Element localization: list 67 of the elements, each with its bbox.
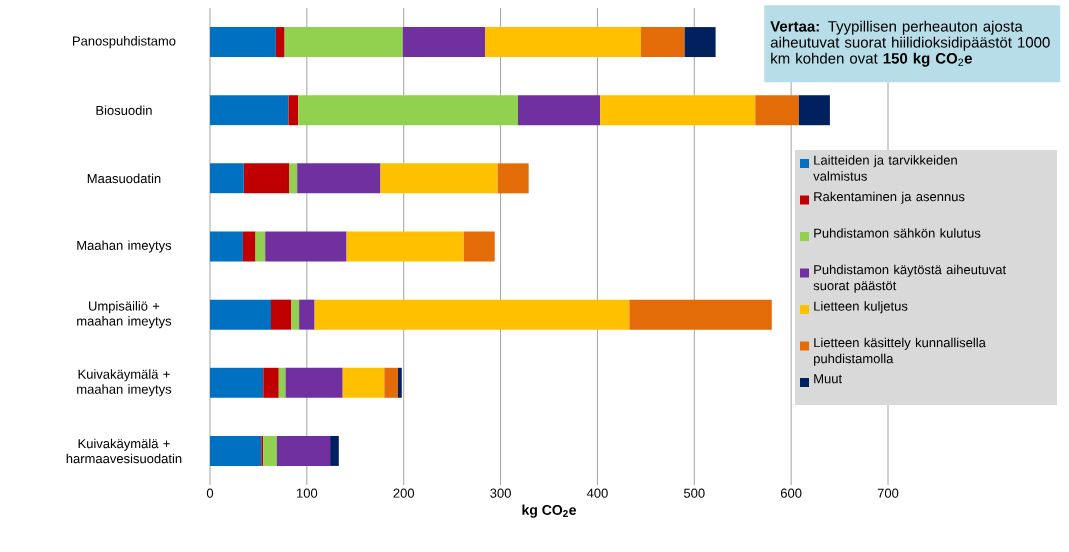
bar	[289, 163, 298, 194]
bar	[600, 95, 756, 126]
bar	[210, 95, 289, 126]
x-tick-label: 200	[393, 488, 415, 498]
legend-label: Muut	[814, 374, 843, 384]
y-tick-label: Kuivakäymälä + maahan imeytys	[77, 369, 172, 397]
bar	[798, 95, 830, 126]
bar	[243, 163, 290, 194]
bar	[210, 231, 243, 262]
bar	[210, 367, 264, 398]
bar	[402, 27, 486, 58]
x-tick-label: 300	[490, 488, 511, 498]
bar	[298, 95, 519, 126]
bar	[485, 27, 642, 58]
bar	[265, 231, 347, 262]
bar	[291, 299, 300, 330]
bar	[271, 299, 292, 330]
legend-label: Puhdistamon sähkön kulutus	[814, 228, 981, 238]
legend-label: Laitteiden ja tarvikkeiden valmistus	[813, 155, 957, 181]
bar	[755, 95, 799, 126]
y-tick-label: Maasuodatin	[87, 173, 161, 184]
y-tick-label: Kuivakäymälä + harmaavesisuodatin	[66, 438, 182, 464]
bar	[384, 367, 398, 398]
bar	[210, 163, 244, 194]
x-axis-title: kg CO$_{2}$e	[522, 504, 577, 518]
bar	[314, 299, 630, 330]
bar	[242, 231, 256, 262]
bar	[346, 231, 464, 262]
y-tick-label: Maahan imeytys	[77, 240, 172, 253]
legend-label: Lietteen kuljetus	[814, 301, 908, 314]
bar	[641, 27, 685, 58]
bar	[210, 435, 262, 466]
x-tick-label: 500	[683, 488, 705, 498]
x-tick-label: 700	[877, 488, 899, 498]
x-tick-label: 100	[297, 488, 318, 498]
bar	[297, 163, 381, 194]
bar	[463, 231, 495, 262]
bar	[278, 367, 286, 398]
bar	[210, 299, 272, 330]
bar	[263, 367, 279, 398]
y-tick-label: Panospuhdistamo	[73, 36, 176, 49]
bar	[299, 299, 315, 330]
legend-label: Puhdistamon käytöstä aiheutuvat suorat päästöt	[813, 264, 1007, 293]
x-tick-label: 400	[586, 488, 608, 498]
bar	[629, 299, 772, 330]
y-tick-label: Umpisäiliö + maahan imeytys	[77, 301, 172, 329]
x-tick-label: 0	[206, 488, 214, 498]
bar	[397, 367, 402, 398]
annotation: Vertaa: Tyypillisen perheauton ajosta aiheutuvat suorat hiilidioksidipäästöt 1000 km kohden ovat 150 kg CO$_{2}$e	[770, 20, 1050, 67]
y-tick-label: Biosuodin	[96, 105, 152, 115]
bar	[380, 163, 498, 194]
bar	[288, 95, 299, 126]
bar	[342, 367, 385, 398]
legend-label: Rakentaminen ja asennus	[814, 191, 965, 204]
bar	[275, 27, 285, 58]
bar	[684, 27, 716, 58]
bar	[255, 231, 266, 262]
legend-label: Lietteen käsittely kunnallisella puhdistamolla	[814, 337, 986, 366]
bar	[210, 27, 276, 58]
bar	[330, 435, 339, 466]
x-tick-label: 600	[780, 488, 802, 498]
bar	[518, 95, 601, 126]
bar	[285, 367, 343, 398]
bar	[276, 435, 331, 466]
bar	[284, 27, 403, 58]
bar	[263, 435, 277, 466]
bar	[497, 163, 529, 194]
